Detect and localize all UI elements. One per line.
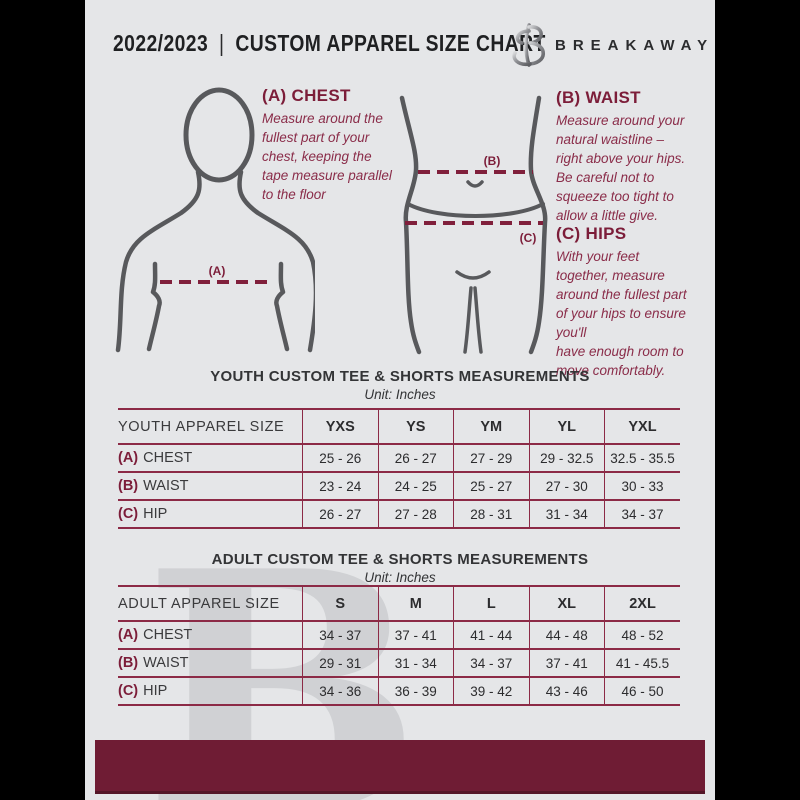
upper-body-figure: (A) bbox=[115, 87, 315, 353]
column-header: L bbox=[453, 586, 529, 621]
masthead-divider: | bbox=[219, 30, 225, 56]
size-range-cell: 41 - 44 bbox=[453, 621, 529, 649]
waist-heading: (B) WAIST bbox=[556, 88, 641, 107]
adult-table-title: ADULT CUSTOM TEE & SHORTS MEASUREMENTS bbox=[211, 551, 589, 568]
table-row: (C) HIP 34 - 36 36 - 39 39 - 42 43 - 46 46 - 5… bbox=[118, 677, 680, 705]
size-range-cell: 44 - 48 bbox=[528, 621, 605, 649]
adult-table-unit: Unit: Inches bbox=[364, 570, 436, 585]
row-label: (C) HIP bbox=[118, 683, 168, 699]
column-header: YL bbox=[528, 409, 605, 444]
youth-table-unit: Unit: Inches bbox=[364, 387, 436, 402]
size-range-cell: 34 - 37 bbox=[302, 621, 378, 649]
size-range-cell: 39 - 42 bbox=[453, 677, 529, 705]
size-chart-page: 2022/2023 | CUSTOM APPAREL SIZE CHART BREA… bbox=[85, 0, 715, 800]
size-range-cell: 37 - 41 bbox=[528, 649, 605, 677]
size-range-cell: 27 - 30 bbox=[528, 472, 605, 500]
size-range-cell: 25 - 26 bbox=[302, 444, 378, 472]
size-range-cell: 26 - 27 bbox=[302, 500, 378, 528]
row-label: (C) HIP bbox=[118, 506, 168, 522]
column-header: XL bbox=[528, 586, 605, 621]
size-range-cell: 34 - 37 bbox=[604, 500, 680, 528]
lower-body-figure: (B) (C) bbox=[399, 95, 548, 355]
size-range-cell: 24 - 25 bbox=[377, 472, 454, 500]
size-range-cell: 30 - 33 bbox=[604, 472, 680, 500]
size-range-cell: 31 - 34 bbox=[377, 649, 454, 677]
row-label: (B) WAIST bbox=[118, 478, 189, 494]
season-year: 2022/2023 bbox=[113, 30, 209, 56]
size-table: ADULT APPAREL SIZE S M L XL 2XL (A) CHEST 34 - 3… bbox=[118, 585, 680, 706]
size-range-cell: 43 - 46 bbox=[528, 677, 605, 705]
column-header: YOUTH APPAREL SIZE bbox=[118, 418, 285, 435]
size-range-cell: 27 - 29 bbox=[453, 444, 529, 472]
column-header: S bbox=[302, 586, 378, 621]
size-table: YOUTH APPAREL SIZE YXS YS YM YL YXL (A) CHEST 25… bbox=[118, 408, 680, 529]
youth-size-table: YOUTH APPAREL SIZE YXS YS YM YL YXL (A) CHEST 25… bbox=[118, 408, 680, 529]
row-label: (A) CHEST bbox=[118, 450, 193, 466]
table-row: (B) WAIST 23 - 24 24 - 25 25 - 27 27 - 30 30 -… bbox=[118, 472, 680, 500]
brand-name: BREAKAWAY bbox=[555, 37, 715, 54]
hips-heading: (C) HIPS bbox=[556, 224, 627, 243]
size-range-cell: 46 - 50 bbox=[604, 677, 680, 705]
table-row: (A) CHEST 34 - 37 37 - 41 41 - 44 44 - 48 48 -… bbox=[118, 621, 680, 649]
footer-bar bbox=[95, 740, 705, 794]
breakaway-logo-icon bbox=[505, 20, 549, 75]
size-range-cell: 25 - 27 bbox=[453, 472, 529, 500]
size-range-cell: 26 - 27 bbox=[377, 444, 454, 472]
column-header: YXS bbox=[302, 409, 378, 444]
size-range-cell: 28 - 31 bbox=[453, 500, 529, 528]
size-range-cell: 27 - 28 bbox=[377, 500, 454, 528]
column-header: YXL bbox=[604, 409, 680, 444]
column-header: ADULT APPAREL SIZE bbox=[118, 595, 280, 612]
size-range-cell: 32.5 - 35.5 bbox=[604, 444, 680, 472]
chest-marker-label: (A) bbox=[209, 264, 226, 278]
size-range-cell: 34 - 36 bbox=[302, 677, 378, 705]
size-range-cell: 23 - 24 bbox=[302, 472, 378, 500]
hips-instructions: With your feet together, measure around … bbox=[556, 249, 687, 378]
column-header: 2XL bbox=[604, 586, 680, 621]
row-label: (B) WAIST bbox=[118, 655, 189, 671]
column-header: YM bbox=[453, 409, 529, 444]
table-row: (C) HIP 26 - 27 27 - 28 28 - 31 31 - 34 34 - 3… bbox=[118, 500, 680, 528]
hips-marker-label: (C) bbox=[520, 231, 537, 245]
size-range-cell: 48 - 52 bbox=[604, 621, 680, 649]
size-range-cell: 29 - 32.5 bbox=[528, 444, 605, 472]
adult-size-table: ADULT APPAREL SIZE S M L XL 2XL (A) CHEST 34 - 3… bbox=[118, 585, 680, 706]
masthead: 2022/2023 | CUSTOM APPAREL SIZE CHART bbox=[113, 30, 546, 57]
size-range-cell: 37 - 41 bbox=[377, 621, 454, 649]
table-row: (A) CHEST 25 - 26 26 - 27 27 - 29 29 - 32.5 32… bbox=[118, 444, 680, 472]
size-range-cell: 36 - 39 bbox=[377, 677, 454, 705]
table-row: (B) WAIST 29 - 31 31 - 34 34 - 37 37 - 41 41 -… bbox=[118, 649, 680, 677]
row-label: (A) CHEST bbox=[118, 627, 193, 643]
size-range-cell: 31 - 34 bbox=[528, 500, 605, 528]
size-range-cell: 34 - 37 bbox=[453, 649, 529, 677]
size-range-cell: 29 - 31 bbox=[302, 649, 378, 677]
column-header: YS bbox=[377, 409, 454, 444]
size-range-cell: 41 - 45.5 bbox=[604, 649, 680, 677]
page-title: CUSTOM APPAREL SIZE CHART bbox=[235, 30, 546, 56]
waist-marker-label: (B) bbox=[484, 154, 501, 168]
chest-heading: (A) CHEST bbox=[262, 86, 351, 105]
column-header: M bbox=[377, 586, 454, 621]
youth-table-title: YOUTH CUSTOM TEE & SHORTS MEASUREMENTS bbox=[210, 368, 590, 385]
waist-instructions: Measure around your natural waistline – … bbox=[556, 113, 686, 223]
chest-instructions: Measure around the fullest part of your … bbox=[262, 111, 392, 202]
